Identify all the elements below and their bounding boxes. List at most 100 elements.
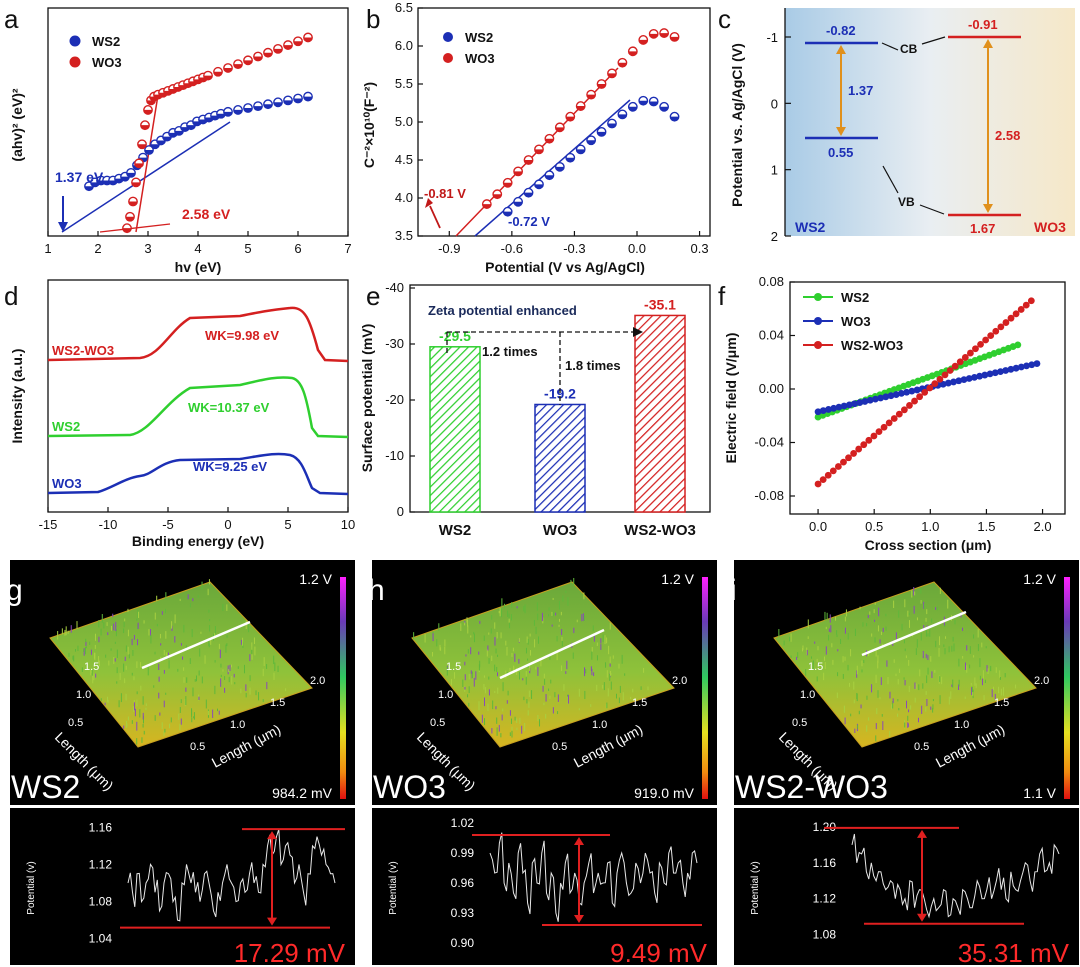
bars-e: -29.5 WS2 -19.2 WO3 -35.1 WS2-WO3 — [429, 296, 696, 539]
data-point-ws2-wo3-f — [916, 393, 924, 401]
data-point-ws2-wo3-f — [946, 367, 954, 374]
y-tick-label-b: 3.5 — [395, 228, 413, 243]
x-tick-label-d: 0 — [224, 517, 231, 532]
data-point-fill-wo3-b — [670, 36, 679, 42]
category-label-ws2: WS2 — [439, 522, 472, 539]
x-ticks-d: -15 -10 -5 0 5 10 — [39, 507, 355, 532]
cb-pointer-wo3 — [921, 36, 946, 45]
work-function-wo3: WK=9.25 eV — [193, 459, 267, 474]
data-point-fill-ws2-a — [150, 144, 160, 149]
bar-wo3 — [534, 403, 586, 513]
data-point-ws2-wo3-f — [1027, 297, 1035, 305]
data-point-wo3-f — [887, 392, 895, 400]
legend-marker-wo3-f — [814, 317, 822, 325]
profile-ylabel-h: Potential (v) — [388, 861, 399, 914]
data-points-a — [84, 32, 313, 234]
data-point-wo3-f — [950, 378, 957, 386]
potential-profile-line-h — [489, 832, 698, 922]
scale-bottom-label-i: 1.1 V — [1023, 785, 1056, 801]
axis-ticks-b: -0.9 -0.6 -0.3 0.0 0.3 3.5 4.0 4.5 5.0 5.5 6.0 6.5 — [395, 0, 709, 256]
data-point-wo3-f — [965, 375, 973, 382]
data-point-fill-ws2-b — [566, 157, 575, 162]
x-tick-label-f: 1.5 — [977, 519, 995, 534]
scale-bottom-label-g: 984.2 mV — [272, 785, 333, 801]
data-point-wo3-f — [851, 400, 858, 408]
panel-letter-f: f — [718, 281, 726, 311]
data-point-fill-wo3-a — [293, 41, 303, 46]
data-point-ws2-wo3-f — [906, 402, 913, 409]
annotation-minus-0-72-v: -0.72 V — [508, 214, 550, 229]
panel-b: b -0.9 -0.6 -0.3 0.0 0.3 3.5 4.0 4.5 5.0 5.5 6.0 6.… — [361, 0, 711, 275]
wo3-bandgap-value: 2.58 — [995, 128, 1020, 143]
potential-difference-h: 9.49 mV — [610, 938, 707, 967]
data-point-ws2-wo3-f — [997, 323, 1005, 331]
profile-ytick-g: 1.12 — [89, 857, 113, 871]
wo3-label-c: WO3 — [1034, 219, 1066, 235]
color-scale-bar-i — [1064, 577, 1070, 799]
x-tick-label-a: 5 — [244, 241, 251, 256]
cb-label: CB — [900, 42, 918, 56]
data-point-fill-wo3-a — [243, 60, 253, 65]
y-tick-label-b: 6.0 — [395, 38, 413, 53]
scale-bottom-label-h: 919.0 mV — [634, 785, 695, 801]
data-point-fill-ws2-b — [639, 100, 648, 105]
profile-ytick-i: 1.16 — [813, 856, 837, 870]
x-tick-label-a: 6 — [294, 241, 301, 256]
legend-label-wo3-b: WO3 — [465, 51, 495, 66]
x-tick-label-a: 3 — [144, 241, 151, 256]
data-point-ws2-wo3-f — [875, 428, 883, 436]
y-tick-label-f: -0.08 — [754, 488, 784, 503]
panel-e: e 0 -10 -20 -30 -40 Surface potential (mV) Z… — [359, 280, 711, 539]
data-point-fill-ws2-a — [186, 125, 196, 130]
vb-label: VB — [898, 195, 915, 209]
data-point-ws2-wo3-f — [951, 362, 959, 370]
data-point-ws2-wo3-f — [845, 454, 852, 462]
data-point-ws2-wo3-f — [880, 423, 888, 431]
work-function-ws2-wo3: WK=9.98 eV — [205, 328, 279, 343]
data-point-wo3-f — [955, 377, 963, 385]
band-diagram-background — [785, 8, 1075, 236]
y-axis-label-f: Electric field (V/μm) — [723, 333, 739, 464]
line-scan-path-i — [861, 610, 967, 657]
data-point-wo3-f — [830, 404, 838, 412]
data-point-ws2-wo3-f — [890, 415, 898, 422]
sample-label-h: WO3 — [373, 769, 446, 805]
data-point-ws2-wo3-f — [834, 463, 842, 470]
panel-letter-h: h — [368, 574, 385, 607]
y-tick-label-e: -10 — [385, 448, 404, 463]
data-point-fill-wo3-a — [213, 71, 223, 76]
data-point-fill-wo3-a — [203, 75, 213, 80]
tick-a-g: 0.5 — [68, 717, 83, 729]
data-point-fill-ws2-a — [273, 102, 283, 107]
data-point-ws2-wo3-f — [865, 436, 873, 444]
x-axis-label-f: Cross section (μm) — [865, 537, 992, 553]
data-point-ws2-wo3-f — [1007, 314, 1015, 322]
tick-b-g: 1.5 — [270, 697, 285, 709]
difference-arrowhead-top-g — [267, 831, 277, 840]
mott-schottky-fit-ws2 — [474, 99, 631, 237]
legend-marker-wo3-b — [443, 53, 453, 63]
data-point-ws2-wo3-f — [819, 476, 827, 483]
data-point-fill-wo3-b — [628, 51, 638, 56]
series-label-ws2-d: WS2 — [52, 419, 80, 434]
data-point-fill-ws2-a — [216, 113, 226, 118]
data-point-wo3-f — [1028, 361, 1036, 369]
potential-profile-line-i — [851, 833, 1060, 919]
x-tick-label-b: -0.3 — [563, 241, 585, 256]
data-point-fill-wo3-a — [303, 37, 313, 42]
tick-b-h: 0.5 — [552, 741, 567, 753]
data-point-fill-wo3-a — [128, 201, 138, 206]
data-point-ws2-wo3-f — [860, 441, 868, 449]
potential-difference-g: 17.29 mV — [234, 938, 346, 967]
y-tick-label-e: -30 — [385, 336, 404, 351]
tick-a-i: 1.0 — [800, 689, 815, 701]
arrow-wo3-flatband — [429, 205, 441, 229]
data-point-fill-wo3-a — [283, 45, 293, 50]
data-point-ws2-wo3-f — [992, 327, 1000, 335]
data-point-ws2-wo3-f — [982, 336, 990, 344]
sample-label-i: WS2-WO3 — [735, 769, 888, 805]
series-label-ws2-wo3-d: WS2-WO3 — [52, 343, 114, 358]
panel-letter-c: c — [718, 4, 731, 34]
